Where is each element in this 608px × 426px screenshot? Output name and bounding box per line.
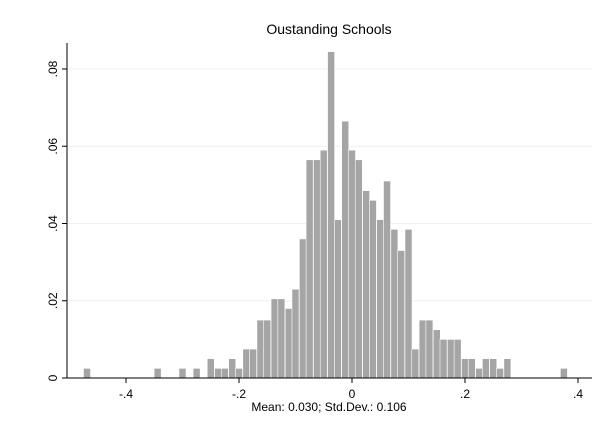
axes	[66, 43, 592, 379]
y-tick-label: .06	[46, 138, 60, 155]
histogram-bar	[235, 368, 243, 379]
histogram-bar	[206, 358, 215, 379]
histogram-bar	[153, 368, 162, 379]
histogram-bar	[256, 319, 265, 379]
histogram-bar	[467, 358, 476, 379]
histogram-bar	[503, 358, 512, 379]
y-tick-label: .08	[46, 60, 60, 77]
x-tick-label: -.4	[119, 387, 133, 401]
histogram-bar	[425, 319, 434, 379]
x-axis-label: Mean: 0.030; Std.Dev.: 0.106	[251, 400, 407, 414]
histogram-bar	[228, 358, 237, 379]
y-tick-label: .02	[46, 292, 60, 309]
histogram-bar	[354, 159, 363, 379]
histogram-bar	[397, 250, 405, 379]
x-tick-label: .2	[460, 387, 470, 401]
histogram-bar	[390, 228, 399, 379]
x-tick-label: -.2	[232, 387, 246, 401]
histogram-bar	[214, 368, 222, 379]
histogram-bar	[242, 348, 251, 379]
histogram-bar	[411, 348, 420, 379]
histogram-bar	[439, 339, 448, 379]
histogram-bar	[263, 319, 272, 379]
histogram-bar	[192, 368, 201, 379]
histogram-bar	[341, 120, 350, 379]
x-tick-label: 0	[349, 387, 356, 401]
histogram-bar	[348, 149, 356, 379]
histogram-bar	[249, 348, 257, 379]
y-tick-label: .04	[46, 215, 60, 232]
histogram-bar	[319, 149, 328, 379]
histogram-bar	[461, 358, 469, 379]
histogram-bar	[362, 190, 370, 379]
y-axis-ticks: 0 .02 .04 .06 .08	[46, 60, 67, 381]
histogram-bars	[83, 51, 568, 379]
histogram-bar	[489, 358, 498, 379]
chart-title: Oustanding Schools	[266, 21, 391, 37]
histogram-bar	[291, 288, 300, 379]
histogram-bar	[284, 308, 293, 379]
histogram-bar	[83, 368, 91, 379]
histogram-bar	[270, 298, 279, 379]
histogram-bar	[221, 368, 229, 379]
histogram-bar	[334, 219, 342, 379]
histogram-bar	[299, 238, 307, 379]
histogram-bar	[496, 368, 504, 379]
histogram-bar	[447, 339, 455, 379]
histogram-bar	[432, 329, 441, 379]
histogram-bar	[277, 298, 286, 379]
histogram-bar	[313, 159, 321, 379]
histogram-bar	[376, 219, 385, 379]
histogram-bar	[383, 180, 391, 379]
histogram-bar	[475, 368, 483, 379]
x-tick-label: .4	[573, 387, 583, 401]
histogram-bar	[404, 228, 413, 379]
histogram-bar	[482, 358, 490, 379]
histogram-bar	[369, 200, 377, 379]
y-tick-label: 0	[46, 374, 60, 381]
x-axis-ticks: -.4 -.2 0 .2 .4	[119, 378, 583, 401]
histogram-bar	[305, 159, 314, 379]
histogram-bar	[178, 368, 187, 379]
histogram-bar	[418, 319, 427, 379]
histogram-bar	[560, 368, 568, 379]
histogram-bar	[327, 51, 335, 379]
histogram-bar	[453, 339, 462, 379]
